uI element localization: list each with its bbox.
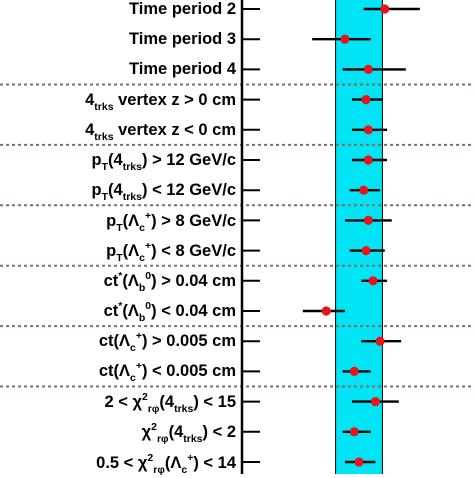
- category-label: χ2rφ(4trks) < 2: [141, 420, 236, 446]
- data-point: [375, 336, 385, 346]
- data-point: [363, 155, 373, 165]
- data-point: [361, 95, 371, 105]
- category-label: 0.5 < χ2rφ(Λc+) < 14: [96, 451, 236, 477]
- sigma-band: [335, 0, 383, 474]
- category-label: ct*(Λb0) < 0.04 cm: [103, 299, 236, 325]
- data-point: [363, 215, 373, 225]
- category-label: pT(Λc+) > 8 GeV/c: [106, 209, 236, 235]
- data-point: [354, 457, 364, 467]
- data-point: [380, 4, 390, 14]
- data-point: [363, 125, 373, 135]
- data-point: [349, 366, 359, 376]
- category-label: Time period 2: [129, 0, 236, 18]
- category-label: Time period 4: [129, 60, 236, 78]
- category-label: 2 < χ2rφ(4trks) < 15: [104, 390, 236, 416]
- data-point: [361, 246, 371, 256]
- category-label: 4trks vertex z < 0 cm: [85, 121, 236, 144]
- category-label: pT(4trks) < 12 GeV/c: [91, 181, 236, 204]
- category-label: ct(Λc+) < 0.005 cm: [98, 359, 236, 385]
- category-label: ct(Λc+) > 0.005 cm: [98, 329, 236, 355]
- data-point: [368, 276, 378, 286]
- category-label: pT(Λc+) < 8 GeV/c: [106, 239, 236, 265]
- category-label: ct*(Λb0) > 0.04 cm: [103, 269, 236, 295]
- data-point: [359, 185, 369, 195]
- data-point: [340, 34, 350, 44]
- data-point: [370, 397, 380, 407]
- category-label: Time period 3: [129, 30, 236, 48]
- category-label: pT(4trks) > 12 GeV/c: [91, 151, 236, 174]
- category-label: 4trks vertex z > 0 cm: [85, 91, 236, 114]
- data-point: [321, 306, 331, 316]
- data-point: [363, 64, 373, 74]
- data-point: [349, 427, 359, 437]
